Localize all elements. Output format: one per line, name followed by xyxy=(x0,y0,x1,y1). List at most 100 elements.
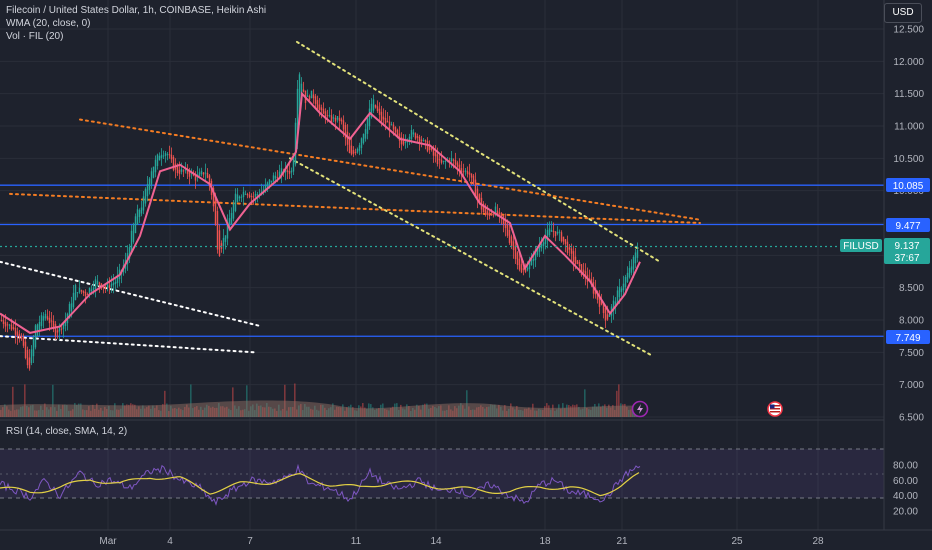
candle-body xyxy=(466,170,469,174)
candle-body xyxy=(68,303,71,319)
candle-body xyxy=(600,301,603,305)
time-tick-label: 18 xyxy=(539,536,551,547)
rsi-tick-label: 80.00 xyxy=(893,461,918,472)
candle-body xyxy=(508,229,511,243)
candle-body xyxy=(518,258,521,270)
candle-body xyxy=(528,261,531,270)
candle-body xyxy=(632,256,635,270)
price-tick-label: 8.000 xyxy=(899,316,924,327)
candle-body xyxy=(580,264,583,276)
candle-body xyxy=(2,320,5,324)
candle-body xyxy=(476,188,479,200)
candle-body xyxy=(344,125,347,139)
candle-body xyxy=(294,122,297,165)
volume-bar xyxy=(294,383,296,417)
rsi-tick-label: 20.00 xyxy=(893,507,918,518)
candle-body xyxy=(250,196,253,198)
countdown-text: 37:67 xyxy=(894,253,919,264)
candle-body xyxy=(324,111,327,120)
candle-body xyxy=(80,290,83,292)
candle-body xyxy=(312,94,315,99)
volume-legend[interactable]: Vol · FIL (20) xyxy=(6,31,64,42)
time-tick-label: 11 xyxy=(351,536,362,547)
candle-body xyxy=(338,117,341,121)
rsi-axis[interactable]: 80.00 60.00 40.00 20.00 xyxy=(893,461,918,518)
candle-body xyxy=(370,103,373,118)
candle-body xyxy=(18,333,21,338)
candle-body xyxy=(588,278,591,280)
price-tick-label: 10.500 xyxy=(893,154,924,165)
candle-body xyxy=(608,314,611,317)
candle-body xyxy=(14,327,17,335)
candle-body xyxy=(334,117,337,122)
candle-body xyxy=(310,90,313,99)
candle-body xyxy=(76,292,79,294)
time-tick-label: 21 xyxy=(616,536,628,547)
lightning-icon[interactable] xyxy=(631,400,649,418)
trendline-dotted xyxy=(0,335,256,354)
candle-body xyxy=(536,248,539,255)
candle-body xyxy=(492,214,495,216)
time-tick-label: 25 xyxy=(731,536,743,547)
currency-button[interactable]: USD xyxy=(884,3,922,23)
trendline-dotted xyxy=(296,40,661,263)
candle-body xyxy=(358,145,361,151)
candle-body xyxy=(572,251,575,263)
candle-body xyxy=(454,160,457,165)
candle-body xyxy=(218,230,221,256)
candle-body xyxy=(490,214,493,216)
price-tick-label: 8.500 xyxy=(899,283,924,294)
candle-body xyxy=(464,170,467,172)
candle-body xyxy=(360,138,363,148)
candle-body xyxy=(216,211,219,250)
candle-body xyxy=(238,196,241,199)
us-flag-icon[interactable] xyxy=(767,401,783,417)
candle-body xyxy=(52,320,55,328)
trendline-dotted xyxy=(289,157,653,357)
wma-line xyxy=(0,91,641,334)
candle-body xyxy=(510,236,513,247)
time-tick-label: 7 xyxy=(247,536,253,547)
candle-body xyxy=(552,230,555,232)
candle-body xyxy=(22,337,25,346)
candle-body xyxy=(390,124,393,126)
candle-body xyxy=(242,191,245,198)
candle-body xyxy=(50,320,53,322)
wma-legend[interactable]: WMA (20, close, 0) xyxy=(6,18,91,29)
candle-body xyxy=(186,169,189,174)
candle-body xyxy=(26,349,29,366)
current-price-badge: 9.137 37:67 xyxy=(884,238,930,264)
candle-body xyxy=(10,324,13,330)
chart-title[interactable]: Filecoin / United States Dollar, 1h, COI… xyxy=(6,5,267,16)
grid-lines xyxy=(0,0,884,530)
candle-body xyxy=(202,172,205,175)
candle-body xyxy=(514,245,517,260)
rsi-tick-label: 60.00 xyxy=(893,476,918,487)
candle-body xyxy=(620,288,623,293)
time-axis[interactable]: Mar 4 7 11 14 18 21 25 28 xyxy=(99,536,824,547)
candle-body xyxy=(530,256,533,266)
trendline-dotted xyxy=(9,192,701,224)
candle-body xyxy=(232,203,235,219)
candle-body xyxy=(12,327,15,329)
candle-body xyxy=(456,162,459,167)
candle-body xyxy=(234,193,237,211)
candle-body xyxy=(4,322,7,327)
candle-body xyxy=(332,117,335,119)
candle-body xyxy=(148,178,151,191)
candle-body xyxy=(318,104,321,111)
candle-body xyxy=(30,349,33,364)
candle-body xyxy=(554,231,557,237)
candle-body xyxy=(54,324,57,337)
candle-body xyxy=(144,188,147,204)
symbol-badge: FILUSD xyxy=(840,239,882,252)
trend-lines[interactable] xyxy=(0,40,701,357)
candle-body xyxy=(274,175,277,179)
rsi-legend[interactable]: RSI (14, close, SMA, 14, 2) xyxy=(6,426,128,437)
candle-body xyxy=(128,247,131,259)
time-tick-label: 28 xyxy=(812,536,824,547)
horizontal-levels[interactable] xyxy=(0,184,884,337)
candle-body xyxy=(602,302,605,313)
candle-body xyxy=(158,155,161,161)
